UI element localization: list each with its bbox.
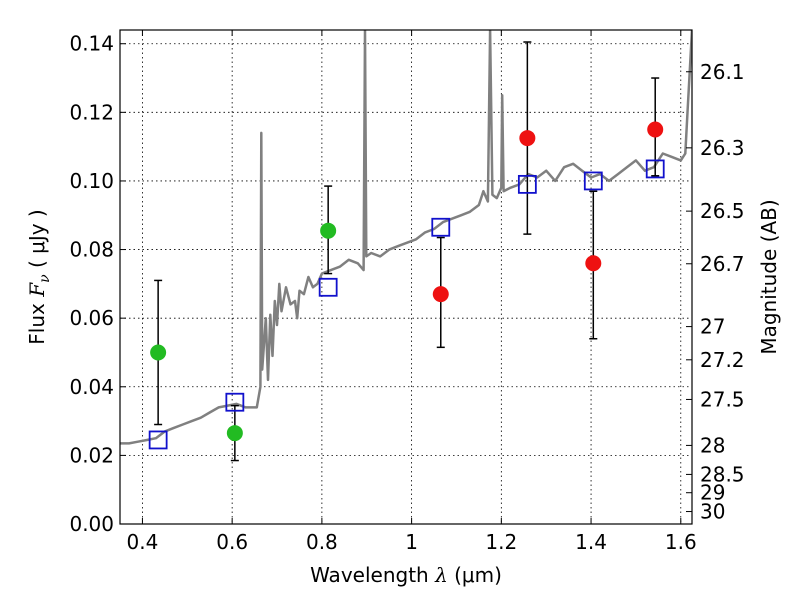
x-tick-label: 1.2 bbox=[485, 530, 517, 554]
magnitude-tick-label: 27.2 bbox=[700, 348, 745, 372]
y-tick-label: 0.00 bbox=[69, 512, 114, 536]
model-spectrum-line bbox=[120, 30, 692, 445]
x-tick-label: 0.4 bbox=[127, 530, 159, 554]
magnitude-axis-label: Magnitude (AB) bbox=[757, 199, 781, 354]
y-tick-label: 0.04 bbox=[69, 375, 114, 399]
error-bars bbox=[154, 41, 660, 462]
x-tick-label: 1.4 bbox=[575, 530, 607, 554]
model-flux-box bbox=[318, 277, 338, 297]
model-flux-box bbox=[583, 171, 603, 191]
model-flux-box bbox=[431, 217, 451, 237]
axis-ticks bbox=[120, 30, 692, 525]
magnitude-tick-label: 30 bbox=[700, 500, 725, 524]
magnitude-tick-label: 27 bbox=[700, 315, 725, 339]
nondetection-point bbox=[432, 286, 449, 303]
detection-point bbox=[320, 222, 337, 239]
y-tick-label: 0.10 bbox=[69, 169, 114, 193]
plot-frame bbox=[119, 29, 693, 525]
y-tick-labels: 0.00 0.02 0.04 0.06 0.08 0.10 0.12 0.14 bbox=[69, 32, 114, 536]
observed-points bbox=[150, 121, 664, 442]
magnitude-tick-label: 26.7 bbox=[700, 252, 745, 276]
nondetection-point bbox=[519, 130, 536, 147]
magnitude-tick-label: 29 bbox=[700, 481, 725, 505]
y-tick-label: 0.14 bbox=[69, 32, 114, 56]
magnitude-tick-label: 28 bbox=[700, 433, 725, 457]
magnitude-tick-label: 26.1 bbox=[700, 60, 745, 84]
y-tick-label: 0.08 bbox=[69, 238, 114, 262]
nondetection-point bbox=[585, 255, 602, 272]
magnitude-tick-label: 26.3 bbox=[700, 136, 745, 160]
model-flux-box bbox=[517, 174, 537, 194]
model-flux-box bbox=[148, 430, 168, 450]
x-tick-label: 1.6 bbox=[665, 530, 697, 554]
magnitude-tick-label: 27.5 bbox=[700, 387, 745, 411]
x-tick-labels: 0.4 0.6 0.8 1 1.2 1.4 1.6 bbox=[127, 530, 697, 554]
model-flux-box bbox=[225, 392, 245, 412]
magnitude-tick-label: 28.5 bbox=[700, 462, 745, 486]
x-tick-label: 0.6 bbox=[216, 530, 248, 554]
model-photometry-boxes bbox=[148, 159, 665, 450]
y-tick-label: 0.06 bbox=[69, 306, 114, 330]
magnitude-tick-label: 26.5 bbox=[700, 199, 745, 223]
detection-point bbox=[150, 344, 167, 361]
x-tick-label: 1 bbox=[405, 530, 418, 554]
model-flux-box bbox=[645, 159, 665, 179]
y-axis-label: Flux Fν ( μJy ) bbox=[25, 209, 53, 344]
x-tick-label: 0.8 bbox=[306, 530, 338, 554]
y-tick-label: 0.02 bbox=[69, 443, 114, 467]
y-tick-label: 0.12 bbox=[69, 100, 114, 124]
detection-point bbox=[226, 425, 243, 442]
x-axis-label: Wavelength λ (μm) bbox=[310, 563, 502, 587]
grid-lines bbox=[120, 30, 692, 525]
nondetection-point bbox=[647, 121, 664, 138]
